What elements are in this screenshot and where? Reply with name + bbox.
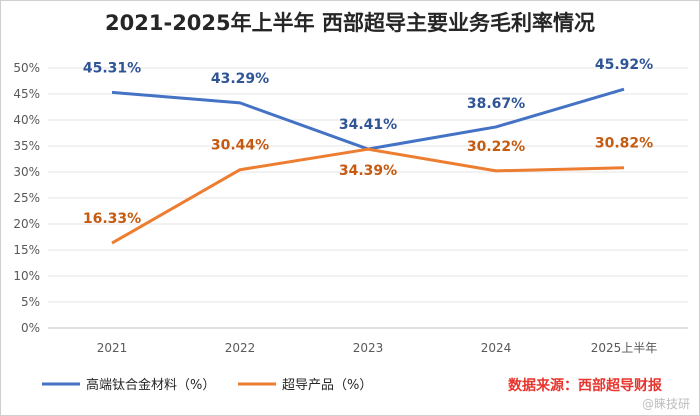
series-line-1 [111,147,625,245]
data-label: 38.67% [467,96,525,112]
data-labels: 45.31% 43.29% 34.41% 38.67% 45.92% 16.33% 30.4… [83,57,653,227]
y-tick-label: 45% [13,87,40,101]
y-tick-label: 10% [13,269,40,283]
y-tick-label: 40% [13,113,40,127]
data-label: 34.39% [339,163,397,179]
chart-title: 2021-2025年上半年 西部超导主要业务毛利率情况 [105,11,595,35]
watermark: @睐技研 [642,397,690,411]
y-tick-label: 20% [13,217,40,231]
y-tick-label: 0% [21,321,40,335]
data-label: 30.22% [467,139,525,155]
x-tick-label: 2021 [97,341,128,355]
data-label: 45.31% [83,60,141,76]
legend-label-titanium: 高端钛合金材料（%） [86,377,215,393]
y-tick-label: 30% [13,165,40,179]
y-axis-ticks: 0% 5% 10% 15% 20% 25% 30% 35% 40% 45% 50% [13,61,40,335]
y-tick-label: 35% [13,139,40,153]
gridlines [48,67,688,329]
data-label: 16.33% [83,211,141,227]
x-tick-label: 2022 [225,341,256,355]
series-lines [111,87,625,245]
x-axis-ticks: 2021 2022 2023 2024 2025上半年 [97,341,658,355]
legend-label-superconductor: 超导产品（%） [282,378,372,393]
data-label: 34.41% [339,117,397,133]
legend: 高端钛合金材料（%） 超导产品（%） [42,377,372,393]
x-tick-label: 2023 [353,341,384,355]
y-tick-label: 15% [13,243,40,257]
source-note: 数据来源：西部超导财报 [508,377,662,394]
data-label: 30.82% [595,136,653,152]
x-tick-label: 2025上半年 [591,341,658,355]
data-label: 43.29% [211,71,269,87]
y-tick-label: 25% [13,191,40,205]
y-tick-label: 5% [21,295,40,309]
y-tick-label: 50% [13,61,40,75]
x-tick-label: 2024 [481,341,512,355]
data-label: 45.92% [595,57,653,73]
data-label: 30.44% [211,138,269,154]
